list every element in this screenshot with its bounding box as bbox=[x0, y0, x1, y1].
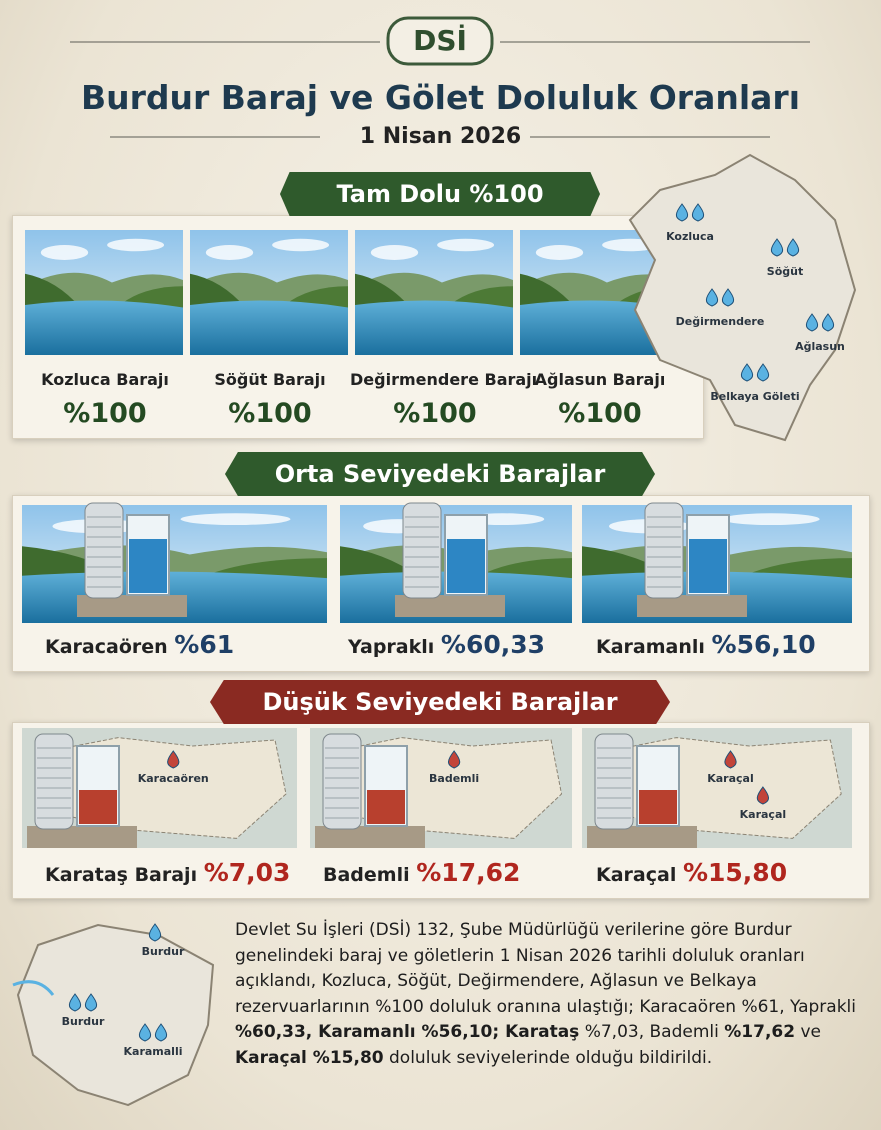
map-label: Söğüt bbox=[767, 265, 803, 278]
bold-text: Karaçal %15,80 bbox=[235, 1048, 384, 1068]
tank-icon bbox=[77, 495, 187, 620]
item-value: %61 bbox=[174, 630, 234, 659]
item-value: %15,80 bbox=[683, 858, 787, 887]
tank-icon bbox=[637, 495, 747, 620]
section-banner: Düşük Seviyedeki Barajlar bbox=[210, 680, 670, 724]
section-banner: Orta Seviyedeki Barajlar bbox=[225, 452, 655, 496]
tank-icon bbox=[587, 726, 697, 851]
item-value: %56,10 bbox=[712, 630, 816, 659]
tank-icon bbox=[315, 726, 425, 851]
map-label: Karacaören bbox=[138, 772, 209, 785]
item-name: Kozluca Barajı bbox=[20, 370, 190, 389]
date: 1 Nisan 2026 bbox=[0, 124, 881, 149]
region-map: Kozluca Söğüt Değirmendere Ağlasun Belkaya G… bbox=[620, 150, 870, 450]
item-name: Bademli bbox=[323, 864, 410, 886]
title: Burdur Baraj ve Gölet Doluluk Oranları bbox=[0, 78, 881, 117]
photo bbox=[355, 230, 513, 355]
item-name: Karamanlı bbox=[596, 636, 705, 658]
item-label: Yapraklı %60,33 bbox=[348, 630, 545, 659]
item-name: Değirmendere Barajı bbox=[350, 370, 520, 389]
item-value: %100 bbox=[20, 398, 190, 429]
map-label: Burdur bbox=[142, 945, 185, 958]
tank-icon bbox=[27, 726, 137, 851]
item-name: Karacaören bbox=[45, 636, 168, 658]
item-label: Karaçal %15,80 bbox=[596, 858, 787, 887]
text: doluluk seviyelerinde olduğu bildirildi. bbox=[384, 1048, 713, 1068]
item-label: Bademli %17,62 bbox=[323, 858, 520, 887]
tank-icon bbox=[395, 495, 505, 620]
item-value: %100 bbox=[350, 398, 520, 429]
item-name: Söğüt Barajı bbox=[185, 370, 355, 389]
photo bbox=[25, 230, 183, 355]
map-label: Ağlasun bbox=[795, 340, 845, 353]
text: Devlet Su İşleri (DSİ) 132, Şube Müdürlü… bbox=[235, 920, 856, 1017]
bold-text: %17,62 bbox=[724, 1022, 795, 1042]
item-name: Yapraklı bbox=[348, 636, 434, 658]
item-value: %100 bbox=[185, 398, 355, 429]
item-label: Karacaören %61 bbox=[45, 630, 234, 659]
map-label: Değirmendere bbox=[676, 315, 765, 328]
item-value: %60,33 bbox=[441, 630, 545, 659]
item-name: Karaçal bbox=[596, 864, 676, 886]
infographic: DSİ Burdur Baraj ve Gölet Doluluk Oranla… bbox=[0, 0, 881, 1130]
photo bbox=[190, 230, 348, 355]
item-label: Karamanlı %56,10 bbox=[596, 630, 816, 659]
text: %7,03, Bademli bbox=[579, 1022, 724, 1042]
section-banner: Tam Dolu %100 bbox=[280, 172, 600, 216]
bottom-map: Burdur Burdur Karamalli bbox=[8, 915, 228, 1125]
item-value: %7,03 bbox=[204, 858, 291, 887]
bold-text: %60,33, Karamanlı %56,10; Karataş bbox=[235, 1022, 579, 1042]
item-value: %17,62 bbox=[416, 858, 520, 887]
text: ve bbox=[795, 1022, 821, 1042]
map-label: Karaçal bbox=[740, 808, 787, 821]
map-label: Karaçal bbox=[707, 772, 754, 785]
map-label: Burdur bbox=[62, 1015, 105, 1028]
map-label: Belkaya Göleti bbox=[710, 390, 799, 403]
map-label: Kozluca bbox=[666, 230, 714, 243]
summary-paragraph: Devlet Su İşleri (DSİ) 132, Şube Müdürlü… bbox=[235, 918, 870, 1071]
item-name: Karataş Barajı bbox=[45, 864, 197, 886]
map-label: Karamalli bbox=[124, 1045, 183, 1058]
map-label: Bademli bbox=[429, 772, 479, 785]
item-label: Karataş Barajı %7,03 bbox=[45, 858, 290, 887]
logo: DSİ bbox=[413, 23, 467, 57]
